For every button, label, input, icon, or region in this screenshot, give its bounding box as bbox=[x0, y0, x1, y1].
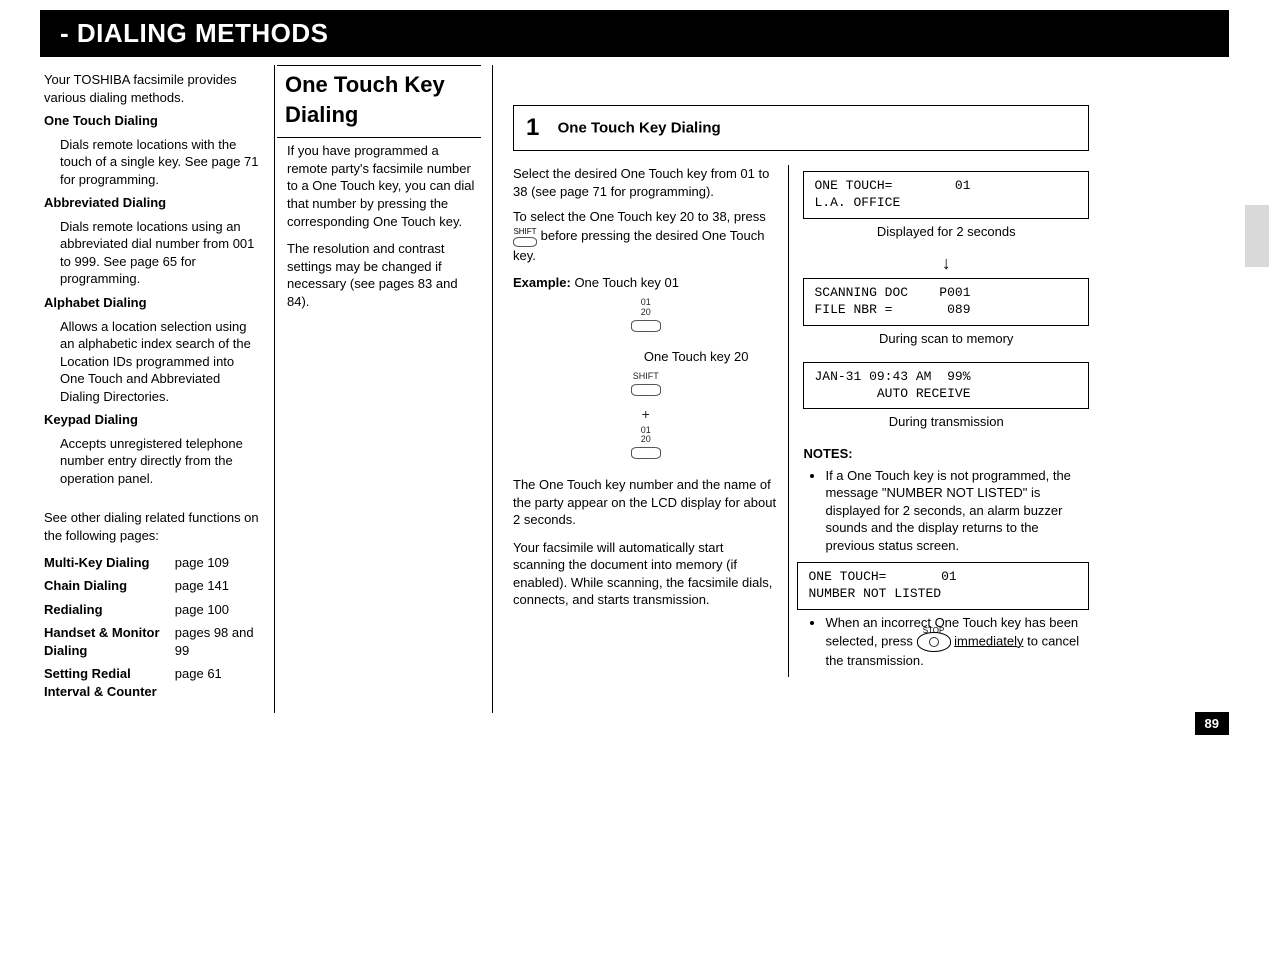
right-area: 1 One Touch Key Dialing Select the desir… bbox=[493, 65, 1229, 713]
ref-row: Setting Redial Interval & Counter page 6… bbox=[44, 662, 262, 703]
ref-name-4: Setting Redial Interval & Counter bbox=[44, 662, 175, 703]
see-other-text: See other dialing related functions on t… bbox=[44, 509, 262, 544]
ref-name-2: Redialing bbox=[44, 598, 175, 622]
key-graphic-01: 01 20 bbox=[513, 298, 778, 339]
lcd-caption-1: Displayed for 2 seconds bbox=[803, 223, 1089, 241]
shift-label-2: SHIFT bbox=[513, 372, 778, 382]
method-desc-2: Allows a location selection using an alp… bbox=[44, 318, 262, 406]
lcd-display-4: ONE TOUCH= 01 NUMBER NOT LISTED bbox=[797, 562, 1089, 610]
content-row: Your TOSHIBA facsimile provides various … bbox=[40, 65, 1229, 713]
step-left-p2: To select the One Touch key 20 to 38, pr… bbox=[513, 208, 778, 264]
shift-key-icon: SHIFT bbox=[513, 228, 537, 249]
step-left-p2b: before pressing the desired One Touch ke… bbox=[513, 228, 764, 263]
key20-label: One Touch key 20 bbox=[513, 348, 778, 366]
stop-label: STOP bbox=[918, 622, 950, 640]
sidebar: Your TOSHIBA facsimile provides various … bbox=[40, 65, 275, 713]
section-heading: One Touch Key Dialing bbox=[277, 66, 481, 137]
step-title: One Touch Key Dialing bbox=[558, 120, 721, 137]
note-1: If a One Touch key is not programmed, th… bbox=[825, 467, 1089, 555]
method-name-3: Keypad Dialing bbox=[44, 411, 262, 429]
method-name-0: One Touch Dialing bbox=[44, 112, 262, 130]
lcd-display-3: JAN-31 09:43 AM 99% AUTO RECEIVE bbox=[803, 362, 1089, 410]
ref-page-0: page 109 bbox=[175, 551, 262, 575]
ref-row: Redialing page 100 bbox=[44, 598, 262, 622]
lcd4-line1: ONE TOUCH= 01 bbox=[808, 569, 956, 584]
section-para-1: If you have programmed a remote party's … bbox=[287, 142, 480, 230]
ref-page-4: page 61 bbox=[175, 662, 262, 703]
example-line: Example: One Touch key 01 bbox=[513, 274, 778, 292]
lcd2-line2: FILE NBR = 089 bbox=[814, 302, 970, 317]
ref-row: Multi-Key Dialing page 109 bbox=[44, 551, 262, 575]
shift-button-icon bbox=[631, 384, 661, 396]
key-button-icon bbox=[631, 320, 661, 332]
sidebar-intro: Your TOSHIBA facsimile provides various … bbox=[44, 71, 262, 106]
ref-name-1: Chain Dialing bbox=[44, 574, 175, 598]
method-desc-0: Dials remote locations with the touch of… bbox=[44, 136, 262, 189]
note-2: When an incorrect One Touch key has been… bbox=[825, 614, 1089, 669]
ref-page-3: pages 98 and 99 bbox=[175, 621, 262, 662]
ref-page-1: page 141 bbox=[175, 574, 262, 598]
lcd-display-1: ONE TOUCH= 01 L.A. OFFICE bbox=[803, 171, 1089, 219]
ref-page-2: page 100 bbox=[175, 598, 262, 622]
step-number: 1 bbox=[526, 114, 554, 142]
step-right-column: ONE TOUCH= 01 L.A. OFFICE Displayed for … bbox=[789, 165, 1089, 677]
key-button-icon-2 bbox=[631, 447, 661, 459]
lcd1-line2: L.A. OFFICE bbox=[814, 195, 900, 210]
step-left-column: Select the desired One Touch key from 01… bbox=[513, 165, 789, 677]
notes-list-2: When an incorrect One Touch key has been… bbox=[825, 614, 1089, 669]
step-columns: Select the desired One Touch key from 01… bbox=[513, 165, 1089, 677]
page-number: 89 bbox=[1195, 712, 1229, 735]
key-lower-label-2: 20 bbox=[513, 435, 778, 445]
lcd4-line2: NUMBER NOT LISTED bbox=[808, 586, 941, 601]
method-desc-1: Dials remote locations using an abbrevia… bbox=[44, 218, 262, 288]
lcd-caption-2: During scan to memory bbox=[803, 330, 1089, 348]
method-name-2: Alphabet Dialing bbox=[44, 294, 262, 312]
notes-list: If a One Touch key is not programmed, th… bbox=[825, 467, 1089, 555]
example-text: One Touch key 01 bbox=[574, 275, 679, 290]
lcd-display-2: SCANNING DOC P001 FILE NBR = 089 bbox=[803, 278, 1089, 326]
step-left-p2a: To select the One Touch key 20 to 38, pr… bbox=[513, 209, 766, 224]
shift-label: SHIFT bbox=[513, 228, 537, 236]
step-header-box: 1 One Touch Key Dialing bbox=[513, 105, 1089, 151]
key-lower-label: 20 bbox=[513, 308, 778, 318]
step-left-p1: Select the desired One Touch key from 01… bbox=[513, 165, 778, 200]
ref-name-3: Handset & Monitor Dialing bbox=[44, 621, 175, 662]
step-left-p3: The One Touch key number and the name of… bbox=[513, 476, 778, 529]
section-para-2: The resolution and contrast settings may… bbox=[287, 240, 480, 310]
lcd3-line2: AUTO RECEIVE bbox=[814, 386, 970, 401]
lcd-caption-3: During transmission bbox=[803, 413, 1089, 431]
stop-button-icon: STOP bbox=[917, 632, 951, 652]
ref-row: Handset & Monitor Dialing pages 98 and 9… bbox=[44, 621, 262, 662]
method-name-1: Abbreviated Dialing bbox=[44, 194, 262, 212]
ref-name-0: Multi-Key Dialing bbox=[44, 551, 175, 575]
method-desc-3: Accepts unregistered telephone number en… bbox=[44, 435, 262, 488]
step-left-p4: Your facsimile will automatically start … bbox=[513, 539, 778, 609]
page-title: - DIALING METHODS bbox=[40, 10, 1229, 57]
notes-heading: NOTES: bbox=[803, 445, 1089, 463]
key-graphic-20: SHIFT + 01 20 bbox=[513, 372, 778, 466]
example-label: Example: bbox=[513, 275, 571, 290]
side-tab bbox=[1245, 205, 1269, 267]
middle-column: One Touch Key Dialing If you have progra… bbox=[275, 65, 493, 713]
ref-table: Multi-Key Dialing page 109 Chain Dialing… bbox=[44, 551, 262, 704]
lcd2-line1: SCANNING DOC P001 bbox=[814, 285, 970, 300]
note2-b: immediately bbox=[954, 633, 1023, 648]
plus-icon: + bbox=[513, 405, 778, 424]
ref-row: Chain Dialing page 141 bbox=[44, 574, 262, 598]
lcd1-line1: ONE TOUCH= 01 bbox=[814, 178, 970, 193]
lcd3-line1: JAN-31 09:43 AM 99% bbox=[814, 369, 970, 384]
arrow-down-icon: ↓ bbox=[803, 254, 1089, 272]
